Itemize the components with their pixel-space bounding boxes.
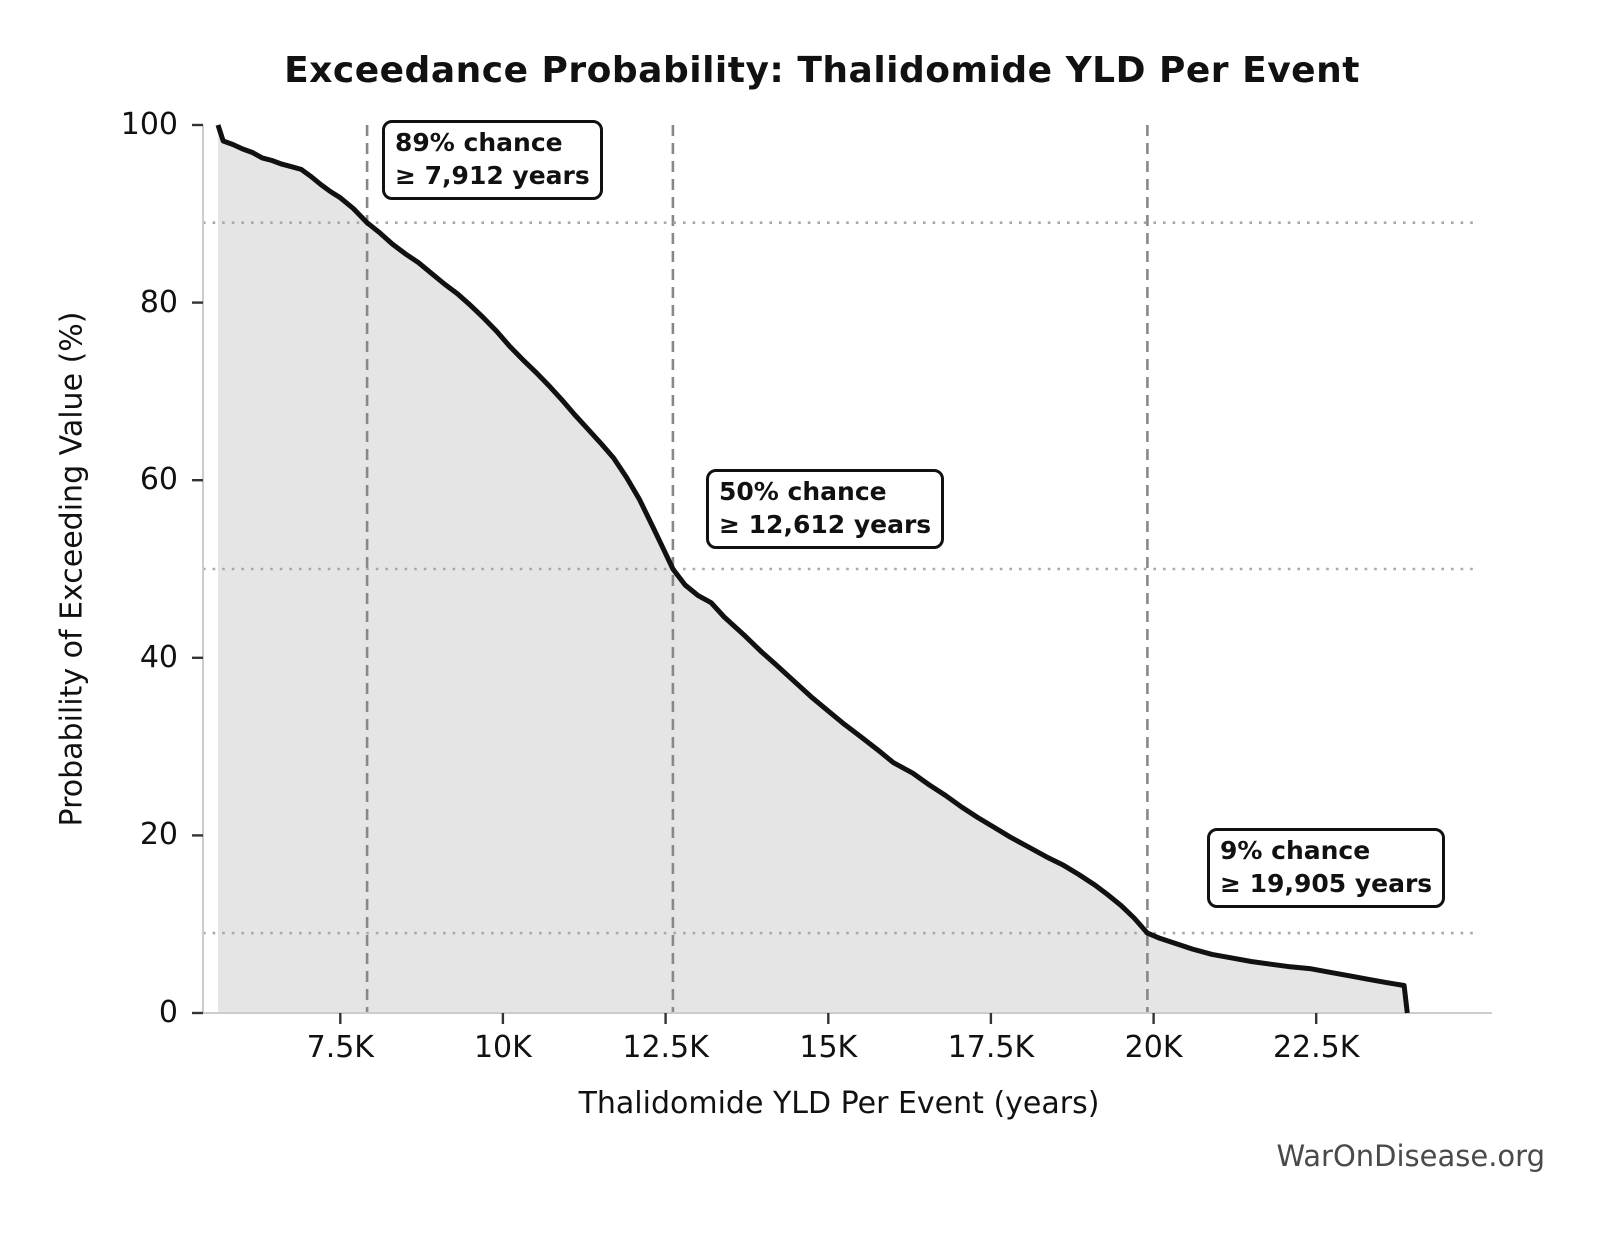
annotation-89pct-line2: ≥ 7,912 years [395, 161, 590, 190]
y-tick-label: 60 [139, 462, 178, 498]
annotation-50pct-line1: 50% chance [719, 477, 887, 506]
area-fill [218, 125, 1408, 1013]
annotation-9pct-line1: 9% chance [1220, 836, 1371, 865]
annotation-89pct-line1: 89% chance [395, 128, 563, 157]
x-axis-label: Thalidomide YLD Per Event (years) [578, 1086, 1100, 1121]
annotation-9pct-line2: ≥ 19,905 years [1220, 869, 1433, 898]
x-tick-label: 15K [799, 1030, 858, 1065]
annotation-89pct-box: 89% chance ≥ 7,912 years [382, 120, 603, 200]
chart-title: Exceedance Probability: Thalidomide YLD … [284, 50, 1360, 91]
annotation-9pct-box: 9% chance ≥ 19,905 years [1207, 828, 1446, 908]
annotation-50pct-line2: ≥ 12,612 years [719, 510, 932, 539]
y-tick-label: 0 [158, 995, 178, 1030]
annotation-50pct-box: 50% chance ≥ 12,612 years [706, 469, 945, 549]
y-tick-label: 100 [120, 107, 178, 142]
x-tick-label: 10K [473, 1030, 532, 1065]
watermark: WarOnDisease.org [1276, 1139, 1545, 1173]
y-tick-label: 80 [139, 284, 178, 320]
x-tick-label: 7.5K [306, 1030, 374, 1065]
x-tick-label: 22.5K [1272, 1030, 1360, 1065]
x-tick-label: 12.5K [622, 1030, 709, 1065]
y-tick-label: 40 [139, 639, 178, 675]
y-tick-label: 20 [139, 817, 178, 853]
x-tick-label: 17.5K [947, 1030, 1035, 1065]
x-tick-label: 20K [1124, 1030, 1183, 1065]
exceedance-curve [215, 124, 1410, 1014]
